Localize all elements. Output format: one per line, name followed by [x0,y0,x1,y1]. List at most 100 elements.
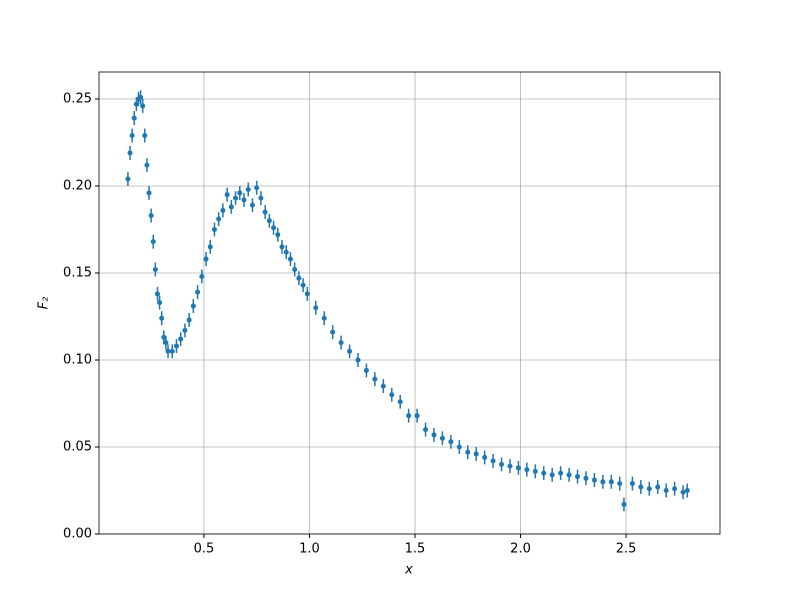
data-point [127,150,133,156]
data-point [566,472,572,478]
data-point [169,348,175,354]
data-point [621,501,627,507]
data-point [216,216,222,222]
data-point [465,449,471,455]
data-point [258,195,264,201]
data-point [541,470,547,476]
data-point [159,315,165,321]
x-tick-label: 1.5 [405,542,426,557]
data-point [507,463,513,469]
data-point [684,487,690,493]
data-point [330,329,336,335]
data-point [482,454,488,460]
data-point [254,185,260,191]
data-point [266,218,272,224]
y-axis-label: F₂ [37,297,52,310]
data-point [133,101,139,107]
x-tick-label: 1.0 [299,542,320,557]
data-point [279,244,285,250]
data-point [663,487,669,493]
data-point [549,472,555,478]
data-point [321,315,327,321]
data-point [372,376,378,382]
data-point [178,336,184,342]
data-point [355,357,361,363]
data-point [456,444,462,450]
data-point [406,413,412,419]
data-point [448,439,454,445]
data-point [154,291,160,297]
data-point [237,190,243,196]
data-point [140,103,146,109]
data-point [228,204,234,210]
data-point [146,190,152,196]
data-point [600,479,606,485]
data-point [195,289,201,295]
data-point [241,197,247,203]
data-point [313,305,319,311]
x-axis-label: x [404,563,413,578]
data-point [152,267,158,273]
data-point [131,115,137,121]
data-point [173,343,179,349]
data-point [638,484,644,490]
y-tick-label: 0.20 [63,178,92,193]
data-point [583,475,589,481]
data-point [233,195,239,201]
plot-frame [98,71,721,535]
y-tick-label: 0.10 [63,352,92,367]
data-point [220,207,226,213]
data-point [283,249,289,255]
data-point [672,486,678,492]
data-point [186,317,192,323]
y-tick-label: 0.25 [63,91,92,106]
y-tick-label: 0.05 [63,439,92,454]
data-point [165,348,171,354]
data-point [150,239,156,245]
data-point [203,256,209,262]
y-tick-label: 0.15 [63,265,92,280]
data-point [296,275,302,281]
data-point [617,481,623,487]
data-point [608,479,614,485]
data-point [224,192,230,198]
data-point [211,226,217,232]
data-point [389,392,395,398]
data-point [363,367,369,373]
data-point [207,244,213,250]
data-point [646,486,652,492]
data-point [532,468,538,474]
data-point [524,467,530,473]
data-point [499,461,505,467]
data-point [439,435,445,441]
data-point [414,413,420,419]
data-point [397,399,403,405]
data-point [148,213,154,219]
x-tick-label: 2.5 [616,542,637,557]
x-tick-label: 0.5 [194,542,215,557]
data-point [262,209,268,215]
data-point [300,282,306,288]
data-point [275,232,281,238]
data-point [144,162,150,168]
data-point [287,256,293,262]
data-point [473,451,479,457]
data-point [245,186,251,192]
data-point [431,432,437,438]
data-point [125,176,131,182]
data-point [292,267,298,273]
data-point [347,348,353,354]
x-tick-label: 2.0 [510,542,531,557]
data-point [271,225,277,231]
data-point [655,484,661,490]
data-point [591,477,597,483]
data-point [423,427,429,433]
data-point [558,470,564,476]
data-point [380,383,386,389]
data-point [338,340,344,346]
data-point [199,273,205,279]
data-point [138,94,144,100]
data-point [249,202,255,208]
data-point [182,327,188,333]
